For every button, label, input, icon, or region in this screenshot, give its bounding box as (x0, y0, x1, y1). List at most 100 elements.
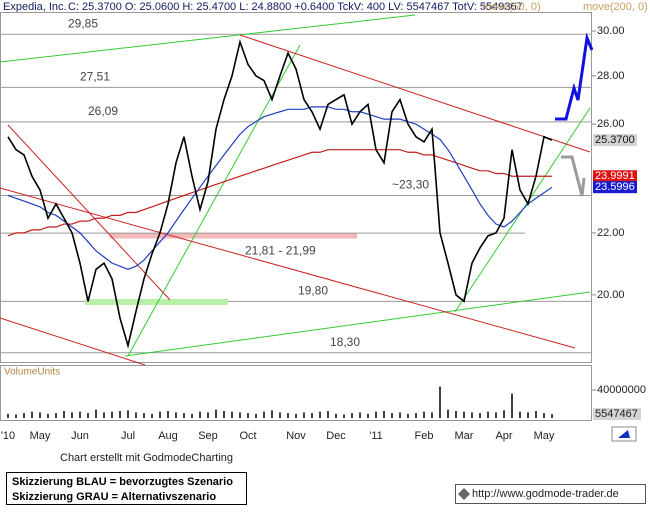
volume-bar (319, 411, 321, 418)
y-tick-label: 20.00 (597, 289, 625, 301)
legend-blue: Skizzierung BLAU = bevorzugtes Szenario (12, 476, 233, 488)
volume-frame (0, 365, 592, 421)
header-name: Expedia, Inc. (3, 1, 67, 13)
volume-bar (527, 412, 529, 418)
header-stats: C: 25.3700 O: 25.0600 H: 25.4700 L: 24.8… (68, 1, 523, 13)
volume-bar (87, 413, 89, 418)
series-line (7, 106, 553, 271)
volume-bar (287, 413, 289, 418)
volume-tick-label: 40000000 (597, 384, 646, 396)
volume-bar (39, 412, 41, 418)
volume-label: VolumeUnits (4, 367, 60, 378)
x-tick-label: May (534, 430, 555, 442)
volume-bar (399, 412, 401, 418)
volume-bar (511, 393, 513, 418)
last-value-label: 23.9991 (595, 170, 635, 182)
y-tick-label: 22.00 (597, 227, 625, 239)
volume-bar (343, 414, 345, 418)
volume-bar (391, 413, 393, 418)
volume-bar (111, 411, 113, 418)
volume-bar (375, 411, 377, 418)
x-tick-label: Jul (121, 430, 135, 442)
last-value-box (593, 181, 637, 194)
volume-bar (175, 412, 177, 418)
volume-bar (471, 412, 473, 418)
volume-bar (7, 413, 9, 418)
volume-bar (327, 411, 329, 418)
trend-line (239, 34, 591, 153)
volume-bar (255, 413, 257, 418)
volume-bar (15, 414, 17, 418)
level-label: 27,51 (80, 70, 110, 84)
volume-bar (383, 411, 385, 418)
url[interactable]: http://www.godmode-trader.de (472, 488, 619, 500)
y-tick-label: 26.00 (597, 118, 625, 130)
trend-line (7, 124, 171, 301)
volume-bar (551, 414, 553, 418)
volume-bar (71, 412, 73, 418)
volume-bar (167, 411, 169, 418)
level-label: 18,30 (330, 335, 360, 349)
price-frame (0, 12, 592, 363)
trend-line (124, 291, 591, 357)
url-box (455, 484, 646, 504)
x-tick-label: Oct (239, 430, 256, 442)
volume-bar (143, 413, 145, 418)
volume-bar (247, 413, 249, 418)
volume-bar (215, 409, 217, 418)
last-volume-label: 5547467 (595, 408, 638, 420)
volume-bar (63, 411, 65, 418)
volume-bar (311, 413, 313, 418)
legend-grey: Skizzierung GRAU = Alternativszenario (12, 491, 216, 503)
volume-bar (359, 412, 361, 418)
volume-bar (479, 413, 481, 418)
volume-bar (455, 411, 457, 418)
volume-bar (351, 413, 353, 418)
volume-bar (503, 410, 505, 418)
volume-bar (271, 410, 273, 418)
last-value-label: 23.5996 (595, 181, 635, 193)
volume-bar (415, 413, 417, 418)
support-zone (85, 299, 228, 305)
volume-bar (47, 413, 49, 418)
url-icon (458, 488, 470, 500)
volume-bar (463, 411, 465, 418)
volume-bar (207, 412, 209, 418)
volume-bar (231, 411, 233, 418)
x-tick-label: Nov (286, 430, 306, 442)
legend-ma200: move(200, 0) (583, 1, 648, 13)
volume-bar (431, 412, 433, 418)
volume-bar (55, 413, 57, 418)
series-line (7, 39, 553, 349)
volume-bar (183, 413, 185, 418)
level-label: 26,09 (88, 104, 118, 118)
credit: Chart erstellt mit GodmodeCharting (60, 452, 233, 464)
volume-bar (135, 412, 137, 418)
volume-bar (279, 412, 281, 418)
last-volume-box (593, 408, 641, 421)
last-value-label: 25.3700 (595, 134, 635, 146)
volume-bar (103, 412, 105, 418)
volume-bar (127, 410, 129, 418)
x-tick-label: '11 (369, 430, 383, 442)
volume-bar (439, 386, 441, 418)
scenario-blue (555, 32, 594, 121)
volume-bar (239, 412, 241, 418)
last-value-box (593, 134, 637, 147)
x-tick-label: Jun (71, 430, 89, 442)
volume-bar (223, 411, 225, 418)
volume-bar (159, 411, 161, 418)
trend-line (0, 14, 416, 63)
x-tick-label: Aug (158, 430, 178, 442)
volume-bar (191, 413, 193, 418)
volume-bar (543, 413, 545, 418)
volume-bar (335, 413, 337, 418)
level-label: ~23,30 (392, 178, 429, 192)
volume-bar (79, 411, 81, 418)
trend-line (0, 317, 146, 366)
nav-arrow (618, 430, 630, 438)
x-tick-label: '10 (1, 430, 15, 442)
